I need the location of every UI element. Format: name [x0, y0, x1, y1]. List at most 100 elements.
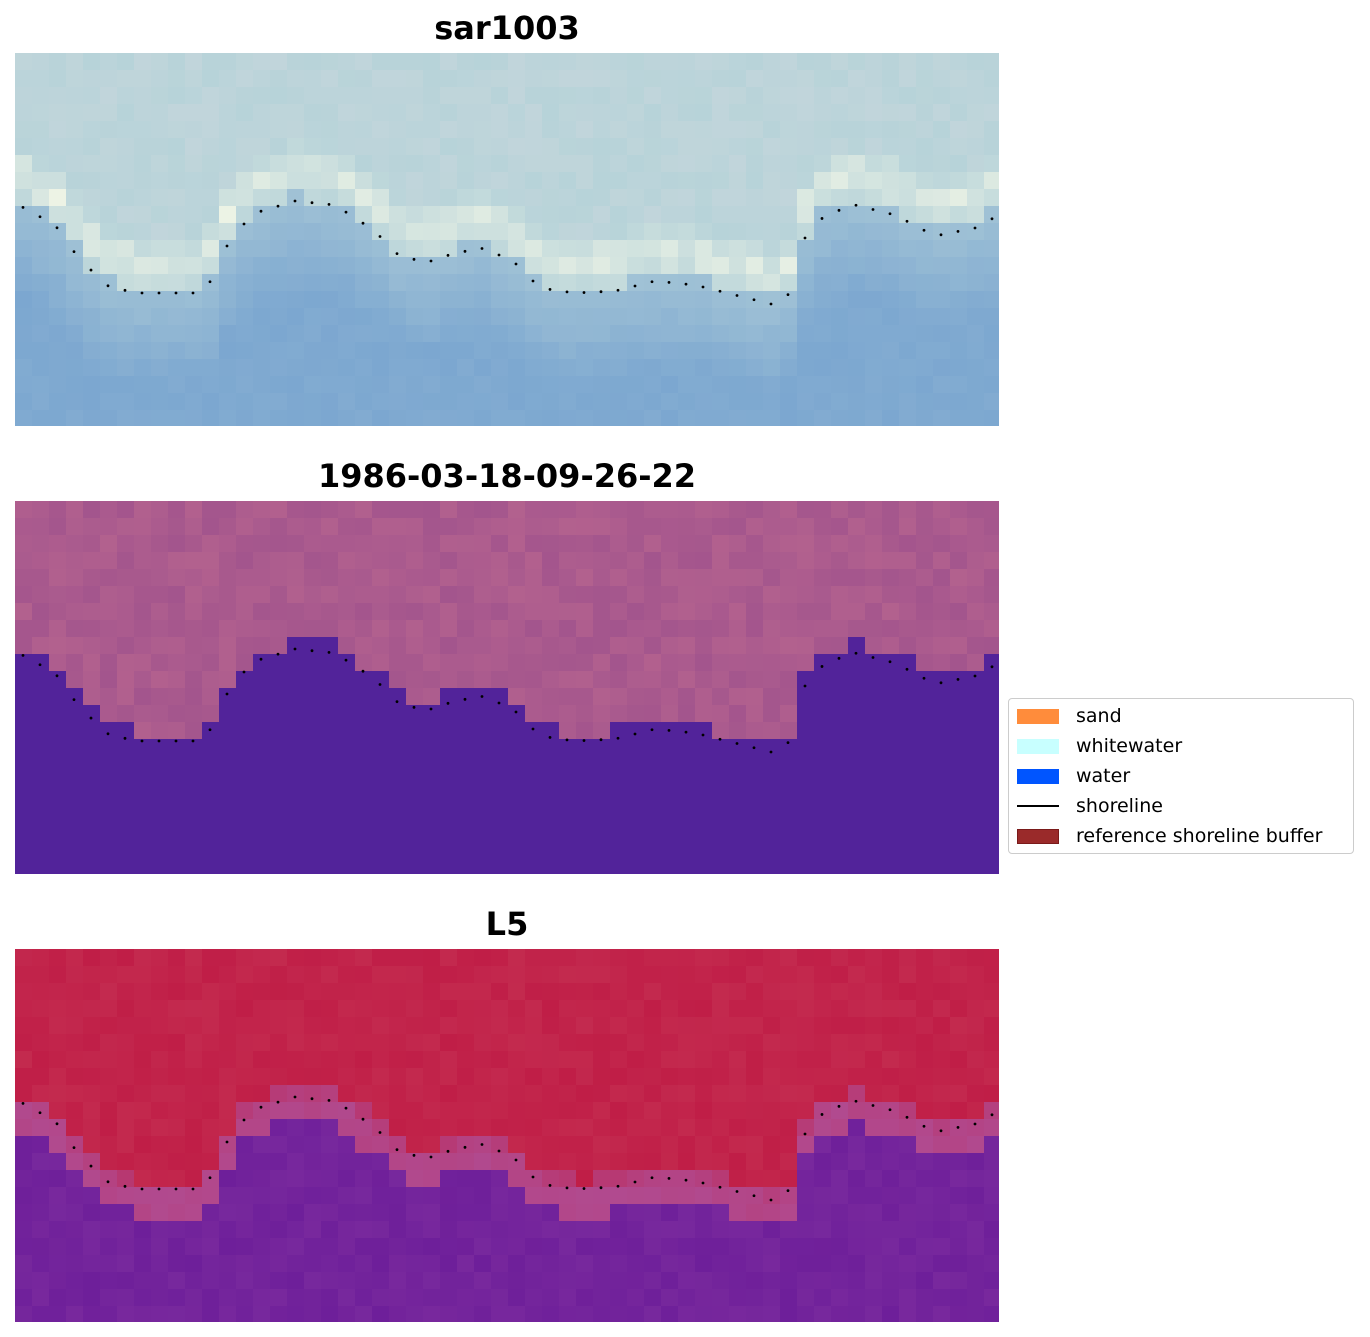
image-pixel	[678, 1255, 696, 1273]
image-pixel	[253, 773, 271, 791]
image-pixel	[763, 376, 781, 394]
image-pixel	[967, 1068, 985, 1086]
image-pixel	[729, 603, 747, 621]
image-pixel	[440, 688, 458, 706]
image-pixel	[457, 342, 475, 360]
image-pixel	[185, 722, 203, 740]
image-pixel	[797, 1306, 815, 1322]
image-pixel	[899, 1136, 917, 1154]
image-pixel	[134, 518, 152, 536]
image-pixel	[15, 858, 33, 874]
image-pixel	[746, 1068, 764, 1086]
image-pixel	[134, 1238, 152, 1256]
image-pixel	[457, 518, 475, 536]
image-pixel	[304, 501, 322, 519]
image-pixel	[338, 671, 356, 689]
image-pixel	[678, 552, 696, 570]
image-pixel	[236, 308, 254, 326]
image-pixel	[967, 773, 985, 791]
image-pixel	[117, 603, 135, 621]
image-pixel	[15, 240, 33, 258]
image-pixel	[83, 172, 101, 190]
image-pixel	[236, 291, 254, 309]
image-pixel	[899, 70, 917, 88]
image-pixel	[185, 206, 203, 224]
image-pixel	[372, 410, 390, 426]
image-pixel	[848, 739, 866, 757]
image-pixel	[151, 206, 169, 224]
classification-image	[15, 501, 999, 874]
image-pixel	[814, 393, 832, 411]
image-pixel	[457, 552, 475, 570]
image-pixel	[661, 1102, 679, 1120]
image-pixel	[491, 949, 509, 967]
image-pixel	[236, 70, 254, 88]
image-pixel	[508, 359, 526, 377]
image-pixel	[780, 104, 798, 122]
image-pixel	[100, 518, 118, 536]
image-pixel	[916, 705, 934, 723]
image-pixel	[219, 240, 237, 258]
image-pixel	[321, 1153, 339, 1171]
image-pixel	[49, 87, 67, 105]
image-pixel	[559, 966, 577, 984]
image-pixel	[83, 1051, 101, 1069]
image-pixel	[542, 501, 560, 519]
image-pixel	[151, 620, 169, 638]
image-pixel	[644, 654, 662, 672]
image-pixel	[508, 722, 526, 740]
image-pixel	[576, 104, 594, 122]
image-pixel	[202, 654, 220, 672]
image-pixel	[406, 155, 424, 173]
image-pixel	[695, 637, 713, 655]
image-pixel	[474, 206, 492, 224]
image-pixel	[848, 705, 866, 723]
image-pixel	[100, 155, 118, 173]
image-pixel	[984, 121, 999, 139]
image-pixel	[967, 206, 985, 224]
image-pixel	[15, 410, 33, 426]
image-pixel	[865, 688, 883, 706]
image-pixel	[746, 1204, 764, 1222]
image-pixel	[423, 1306, 441, 1322]
image-pixel	[270, 1255, 288, 1273]
image-pixel	[916, 620, 934, 638]
image-pixel	[185, 1119, 203, 1137]
image-pixel	[865, 87, 883, 105]
image-pixel	[763, 172, 781, 190]
shoreline-dot	[616, 736, 620, 740]
image-pixel	[508, 240, 526, 258]
image-pixel	[831, 620, 849, 638]
image-pixel	[593, 359, 611, 377]
image-pixel	[542, 342, 560, 360]
image-pixel	[746, 841, 764, 859]
image-pixel	[219, 807, 237, 825]
image-pixel	[372, 359, 390, 377]
image-pixel	[984, 552, 999, 570]
image-pixel	[746, 1136, 764, 1154]
image-pixel	[389, 240, 407, 258]
legend-label-shoreline: shoreline	[1076, 795, 1163, 817]
image-pixel	[253, 518, 271, 536]
image-pixel	[32, 654, 50, 672]
shoreline-dot	[480, 247, 484, 250]
image-pixel	[780, 552, 798, 570]
image-pixel	[882, 1153, 900, 1171]
image-pixel	[593, 654, 611, 672]
image-pixel	[678, 688, 696, 706]
image-pixel	[372, 535, 390, 553]
image-pixel	[287, 1068, 305, 1086]
image-pixel	[236, 172, 254, 190]
image-pixel	[831, 1272, 849, 1290]
image-pixel	[678, 1238, 696, 1256]
image-pixel	[287, 1034, 305, 1052]
image-pixel	[967, 1085, 985, 1103]
image-pixel	[780, 1136, 798, 1154]
image-pixel	[916, 569, 934, 587]
image-pixel	[814, 291, 832, 309]
image-pixel	[746, 501, 764, 519]
image-pixel	[304, 172, 322, 190]
image-pixel	[814, 206, 832, 224]
image-pixel	[202, 603, 220, 621]
image-pixel	[168, 155, 186, 173]
